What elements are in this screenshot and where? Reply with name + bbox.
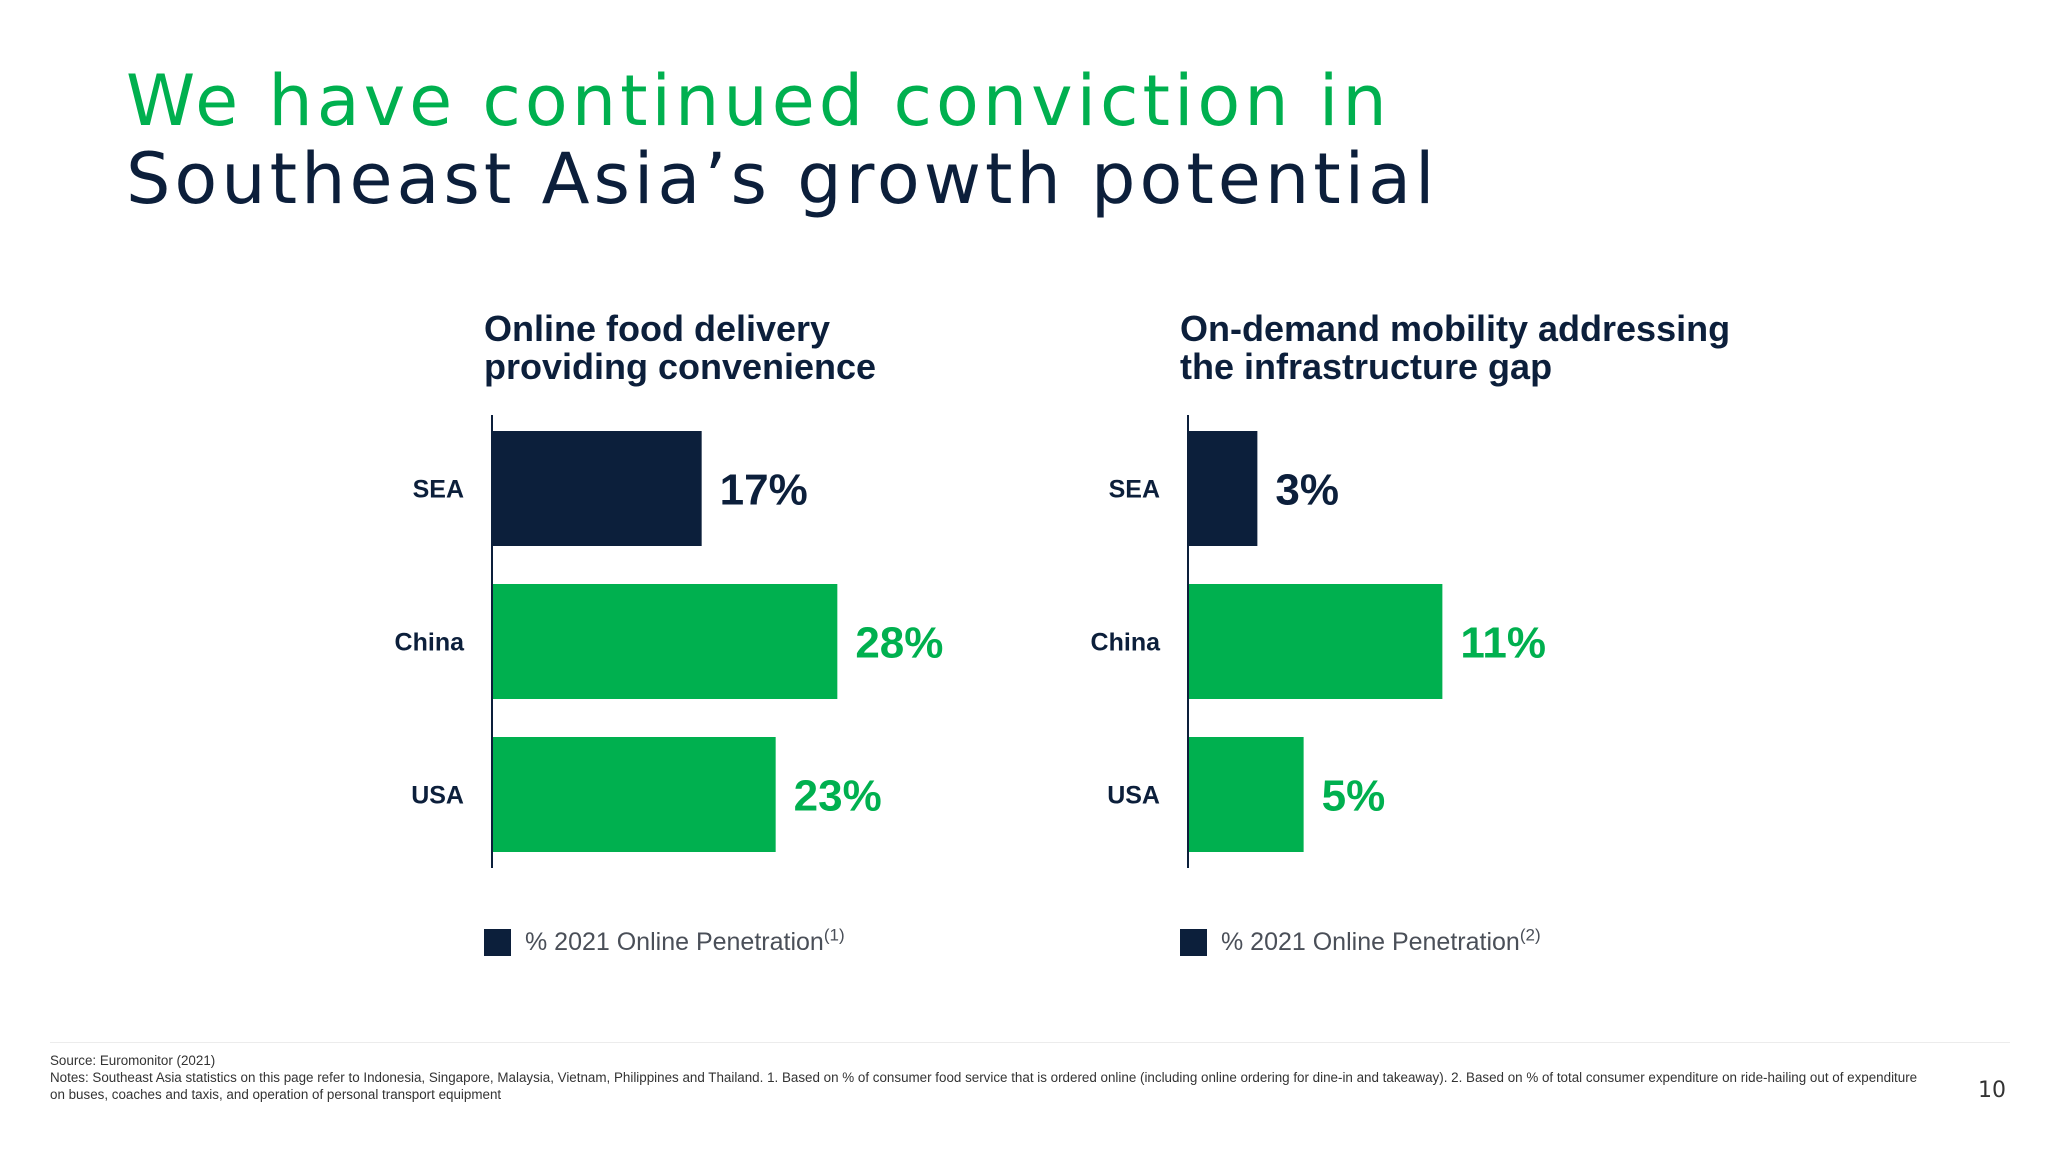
category-label-sea: SEA xyxy=(1109,476,1160,504)
category-label-china: China xyxy=(395,629,466,657)
category-label-usa: USA xyxy=(1107,782,1160,810)
bar-china xyxy=(492,584,838,699)
value-label-china: 11% xyxy=(1460,619,1546,668)
bar-usa xyxy=(1188,737,1304,852)
page-title-line-1: We have continued conviction in xyxy=(126,60,1391,142)
value-label-china: 28% xyxy=(855,619,943,668)
source-note: Source: Euromonitor (2021) xyxy=(50,1053,216,1068)
category-label-usa: USA xyxy=(411,782,464,810)
category-label-sea: SEA xyxy=(413,476,464,504)
chart-title: Online food delivery providing convenien… xyxy=(484,308,877,387)
bar-china xyxy=(1188,584,1443,699)
value-label-usa: 5% xyxy=(1322,772,1386,821)
page-title: We have continued conviction in Southeas… xyxy=(126,62,1438,218)
category-label-china: China xyxy=(1091,629,1162,657)
chart-legend: % 2021 Online Penetration(1) xyxy=(484,925,845,957)
legend-swatch xyxy=(1180,929,1207,956)
bar-sea xyxy=(492,431,702,546)
page-title-line-2: Southeast Asia’s growth potential xyxy=(126,138,1439,220)
chart-title: On-demand mobility addressing the infras… xyxy=(1180,308,1731,387)
page-number: 10 xyxy=(1978,1078,2006,1103)
footer-divider xyxy=(50,1042,2010,1043)
mobility-chart: On-demand mobility addressing the infras… xyxy=(1091,300,1820,980)
notes-text: Notes: Southeast Asia statistics on this… xyxy=(50,1070,1918,1102)
value-label-sea: 17% xyxy=(720,466,808,515)
bar-sea xyxy=(1188,431,1258,546)
chart-legend: % 2021 Online Penetration(2) xyxy=(1180,925,1541,957)
value-label-usa: 23% xyxy=(794,772,882,821)
legend-swatch xyxy=(484,929,511,956)
footer-notes: Source: Euromonitor (2021) Notes: Southe… xyxy=(50,1052,1930,1103)
legend-footnote-marker: (1) xyxy=(823,925,845,945)
legend-footnote-marker: (2) xyxy=(1519,925,1541,945)
food-delivery-plot: SEA 17% China 28% USA 23% xyxy=(395,415,943,868)
legend-label: % 2021 Online Penetration(1) xyxy=(525,925,845,956)
bar-usa xyxy=(492,737,776,852)
mobility-plot: SEA 3% China 11% USA 5% xyxy=(1091,415,1546,868)
legend-label: % 2021 Online Penetration(2) xyxy=(1221,925,1541,956)
food-delivery-chart: Online food delivery providing convenien… xyxy=(395,300,1124,980)
value-label-sea: 3% xyxy=(1275,466,1339,515)
